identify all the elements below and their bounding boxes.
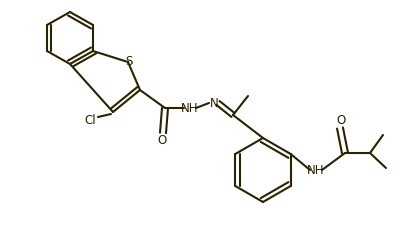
Text: N: N <box>210 97 218 110</box>
Text: O: O <box>336 114 346 126</box>
Text: Cl: Cl <box>84 114 96 126</box>
Text: O: O <box>157 134 166 148</box>
Text: NH: NH <box>307 164 325 176</box>
Text: S: S <box>125 55 133 67</box>
Text: NH: NH <box>181 102 199 114</box>
